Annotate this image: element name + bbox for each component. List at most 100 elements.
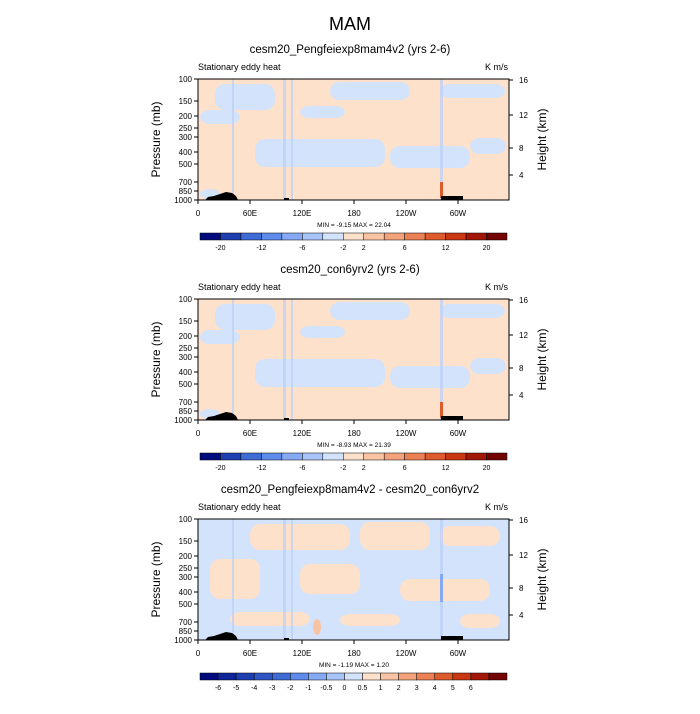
y-tick-label: 100 [179, 75, 193, 84]
y-right-axis-label: Height (km) [535, 328, 549, 390]
field-contour-region [360, 522, 430, 550]
colorbar-label: -6 [299, 465, 305, 472]
y-right-axis-label: Height (km) [535, 108, 549, 170]
min-max-stats: MIN = -8.93 MAX = 21.39 [317, 442, 391, 449]
colorbar-swatch [445, 232, 467, 241]
x-tick-label: 180 [347, 429, 361, 438]
colorbar-label: -0.5 [320, 685, 332, 692]
x-tick-label: 120E [293, 429, 312, 438]
y-right-tick-label: 12 [519, 331, 528, 340]
field-extreme [440, 402, 443, 418]
colorbar-swatch [240, 452, 262, 461]
field-contour-region [255, 359, 385, 387]
figure-title: MAM [329, 14, 371, 34]
colorbar-swatch [416, 672, 436, 681]
y-tick-label: 1000 [174, 196, 192, 205]
field-streak [232, 299, 234, 420]
y-tick-label: 400 [179, 148, 193, 157]
colorbar-swatch [240, 232, 262, 241]
y-tick-label: 200 [179, 552, 193, 561]
colorbar-swatch [470, 672, 490, 681]
colorbar-label: -12 [256, 245, 266, 252]
field-streak [440, 79, 443, 200]
colorbar-swatch [199, 452, 221, 461]
colorbar-label: -6 [299, 245, 305, 252]
colorbar-label: 2 [362, 465, 366, 472]
colorbar-swatch [445, 452, 467, 461]
colorbar-label: -5 [233, 685, 239, 692]
colorbar-swatch [383, 232, 405, 241]
chart-panel-3: cesm20_Pengfeiexp8mam4v2 - cesm20_con6yr… [0, 484, 700, 714]
chart-panel-1: cesm20_Pengfeiexp8mam4v2 (yrs 2-6) Stati… [0, 44, 700, 274]
topography [205, 192, 238, 200]
field-contour-region [440, 84, 505, 98]
y-tick-label: 1000 [174, 636, 192, 645]
colorbar-swatch [452, 672, 472, 681]
topography [284, 198, 289, 200]
field-streak [283, 79, 286, 200]
x-tick-label: 120E [293, 209, 312, 218]
y-tick-label: 700 [179, 398, 193, 407]
topography [205, 412, 238, 420]
panel-title: cesm20_Pengfeiexp8mam4v2 - cesm20_con6yr… [220, 484, 480, 496]
y-tick-label: 300 [179, 353, 193, 362]
field-contour-region [330, 82, 410, 100]
y-tick-label: 200 [179, 112, 193, 121]
colorbar-swatch [380, 672, 399, 681]
colorbar-label: 6 [403, 465, 407, 472]
y-tick-label: 100 [179, 295, 193, 304]
colorbar-swatch [322, 232, 344, 241]
y-tick-label: 500 [179, 160, 193, 169]
x-tick-label: 60W [450, 209, 467, 218]
field-contour-region [300, 106, 345, 118]
colorbar-label: 20 [483, 245, 491, 252]
topography [441, 416, 463, 420]
x-tick-label: 120W [396, 649, 417, 658]
panel-left-string: Stationary eddy heat [198, 62, 281, 72]
colorbar-swatch [362, 672, 381, 681]
field-contour-region [440, 526, 500, 546]
colorbar-swatch [486, 232, 508, 241]
field-contour-region [255, 139, 385, 167]
field-contour-region [210, 559, 260, 599]
colorbar-label: -3 [269, 685, 275, 692]
colorbar-label: 3 [415, 685, 419, 692]
colorbar-label: 6 [403, 245, 407, 252]
y-tick-label: 150 [179, 97, 193, 106]
y-tick-label: 300 [179, 573, 193, 582]
y-right-tick-label: 8 [519, 364, 524, 373]
plot-area [198, 519, 509, 640]
field-contour-region [470, 358, 506, 374]
colorbar-swatch [302, 452, 324, 461]
colorbar-label: -6 [215, 685, 221, 692]
plot-area [198, 79, 509, 200]
colorbar-swatch [404, 232, 426, 241]
colorbar-swatch [383, 452, 405, 461]
x-tick-label: 0 [196, 429, 201, 438]
y-right-tick-label: 4 [519, 391, 524, 400]
y-tick-label: 150 [179, 317, 193, 326]
field-extreme [313, 619, 321, 635]
y-tick-label: 500 [179, 380, 193, 389]
chart-panel-2: cesm20_con6yrv2 (yrs 2-6) Stationary edd… [0, 264, 700, 494]
colorbar-swatch [199, 232, 221, 241]
colorbar-swatch [404, 452, 426, 461]
x-tick-label: 120W [396, 209, 417, 218]
y-axis-label: Pressure (mb) [149, 541, 163, 617]
colorbar-swatch [486, 452, 508, 461]
field-contour-region [300, 564, 360, 594]
colorbar-swatch [465, 232, 487, 241]
colorbar-swatch [344, 672, 363, 681]
panel-title: cesm20_con6yrv2 (yrs 2-6) [280, 264, 420, 276]
panel-title: cesm20_Pengfeiexp8mam4v2 (yrs 2-6) [249, 44, 451, 56]
colorbar-swatch [424, 232, 446, 241]
colorbar-swatch [261, 232, 283, 241]
y-tick-label: 850 [179, 407, 193, 416]
x-tick-label: 60E [243, 429, 257, 438]
colorbar-label: 0.5 [358, 685, 368, 692]
field-contour-region [250, 524, 350, 550]
panel-units: K m/s [485, 62, 509, 72]
colorbar-swatch [199, 672, 219, 681]
